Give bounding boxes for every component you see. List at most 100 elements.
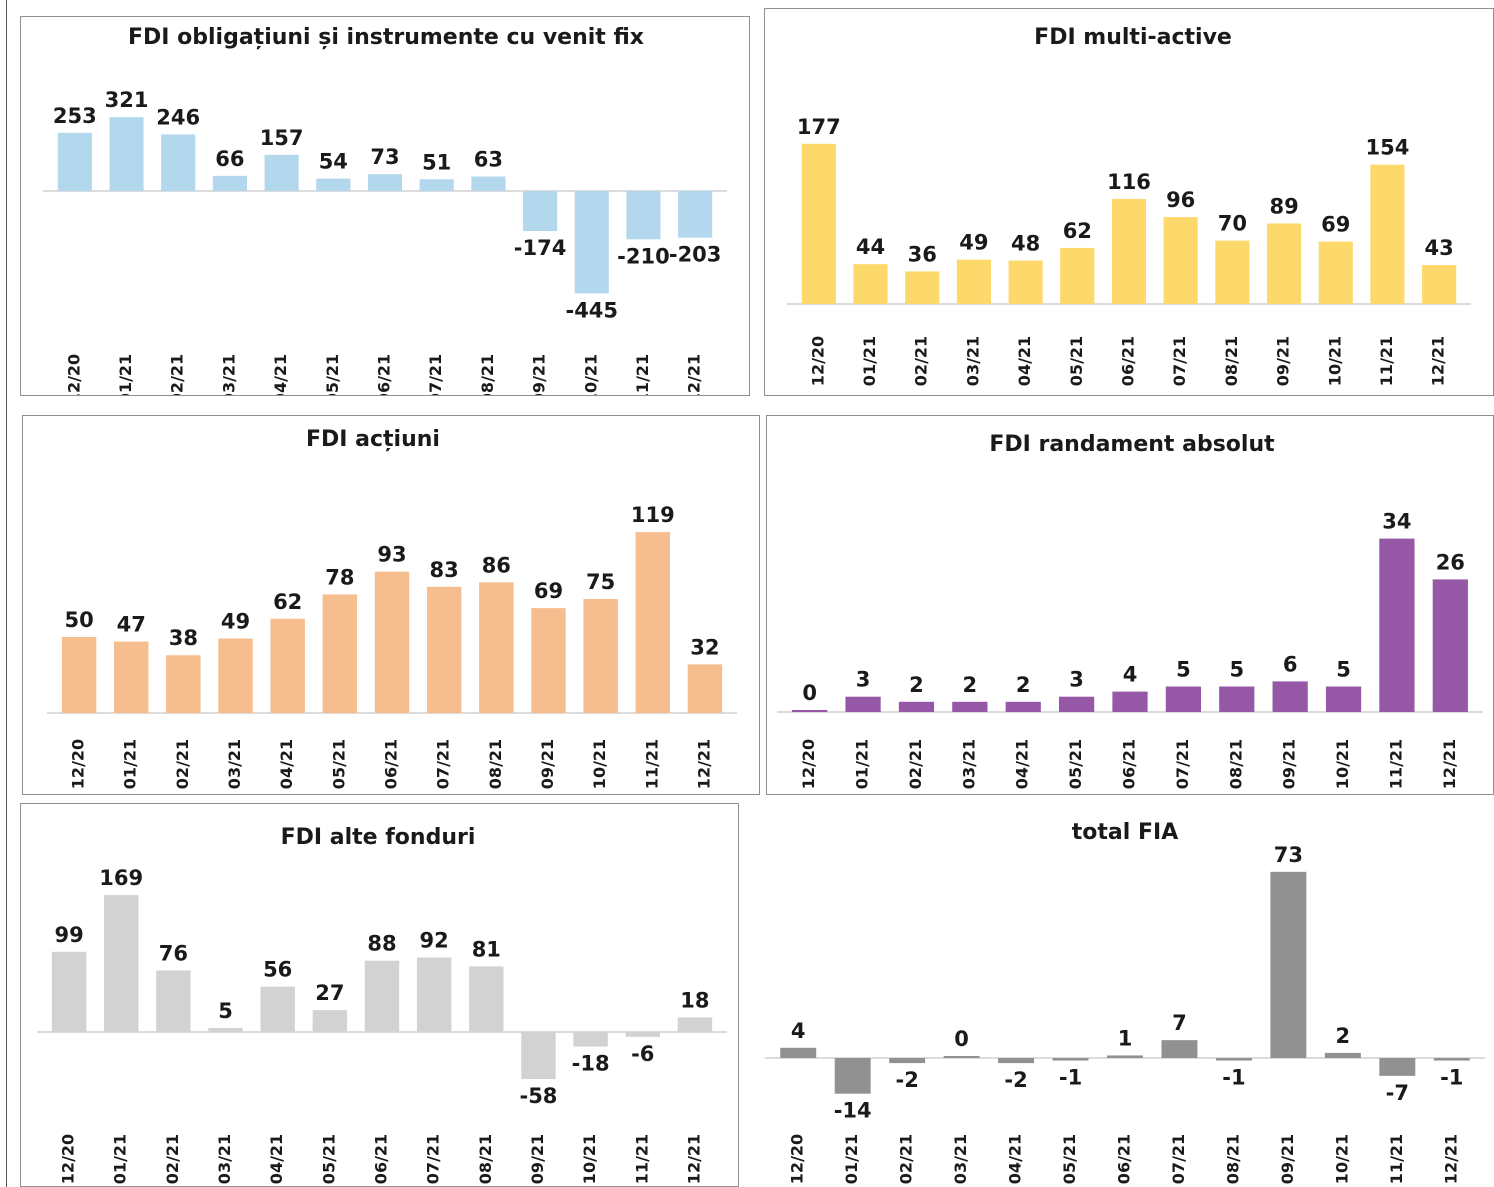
bar xyxy=(416,957,452,1032)
tick-label: 08/21 xyxy=(476,1134,495,1184)
data-label: 5 xyxy=(1336,658,1351,682)
tick-label: 10/21 xyxy=(1332,1134,1351,1184)
bar xyxy=(956,259,991,304)
bar xyxy=(367,174,403,191)
data-label: 7 xyxy=(1172,1011,1187,1035)
bar xyxy=(1161,1040,1198,1058)
tick-label: 11/21 xyxy=(1377,336,1396,386)
bar xyxy=(845,696,881,712)
tick-label: 06/21 xyxy=(1119,336,1138,386)
chart-svg: FDI randament absolut 0 12/20 3 01/21 2 02/21 2… xyxy=(777,432,1483,789)
bar xyxy=(1379,538,1415,712)
data-label: 32 xyxy=(690,635,719,659)
tick-label: 01/21 xyxy=(111,1134,130,1184)
tick-label: 10/21 xyxy=(580,1134,599,1184)
bar xyxy=(1267,223,1302,304)
tick-label: 12/20 xyxy=(59,1134,78,1184)
bar xyxy=(212,175,247,191)
tick-label: 12/20 xyxy=(64,354,83,395)
bar xyxy=(61,637,97,713)
tick-label: 06/21 xyxy=(375,354,394,395)
tick-label: 12/21 xyxy=(684,1134,703,1184)
tick-label: 05/21 xyxy=(319,1134,338,1184)
tick-label: 07/21 xyxy=(1170,336,1189,386)
data-label: 18 xyxy=(680,988,709,1012)
data-label: -7 xyxy=(1386,1081,1409,1105)
chart-svg: FDI alte fonduri 99 12/20 169 01/21 76 02/21 5 0… xyxy=(37,825,727,1184)
bar xyxy=(635,532,670,713)
data-label: -6 xyxy=(631,1042,654,1066)
data-label: 62 xyxy=(1063,219,1092,243)
bar xyxy=(51,951,87,1032)
data-label: 26 xyxy=(1436,550,1465,574)
tick-label: 03/21 xyxy=(215,1134,234,1184)
chart-panel-fdi-obligatiuni: FDI obligațiuni și instrumente cu venit … xyxy=(20,16,750,396)
tick-label: 11/21 xyxy=(632,1134,651,1184)
tick-label: 04/21 xyxy=(277,739,296,789)
data-label: 49 xyxy=(221,610,250,634)
data-label: -203 xyxy=(669,243,722,267)
tick-label: 06/21 xyxy=(372,1134,391,1184)
data-label: -1 xyxy=(1222,1066,1245,1090)
bar xyxy=(1272,681,1308,712)
tick-label: 09/21 xyxy=(1278,1134,1297,1184)
data-label: -210 xyxy=(617,244,670,268)
chart-svg: total FIA 4 12/20 -14 01/21 -2 02/21 0 03/21 -2 04… xyxy=(765,820,1485,1184)
chart-panel-fdi-multi-active: FDI multi-active 177 12/20 44 01/21 36 02/21 49… xyxy=(764,8,1494,396)
chart-panel-total-fia: total FIA 4 12/20 -14 01/21 -2 02/21 0 03/21 -2 04… xyxy=(748,803,1494,1187)
data-label: 36 xyxy=(908,242,937,266)
tick-label: 05/21 xyxy=(1066,739,1085,789)
data-label: 75 xyxy=(586,570,615,594)
tick-label: 07/21 xyxy=(424,1134,443,1184)
tick-label: 01/21 xyxy=(116,354,135,395)
data-label: 63 xyxy=(474,148,503,172)
bar xyxy=(426,586,462,713)
tick-label: 03/21 xyxy=(219,354,238,395)
bar xyxy=(364,960,400,1032)
tick-label: 04/21 xyxy=(267,1134,286,1184)
bar xyxy=(1058,696,1095,712)
data-label: 119 xyxy=(631,503,675,527)
tick-label: 02/21 xyxy=(906,739,925,789)
tick-label: 12/21 xyxy=(1440,739,1459,789)
bar xyxy=(1112,691,1148,712)
bar xyxy=(687,664,723,713)
bar xyxy=(1111,199,1147,304)
tick-label: 06/21 xyxy=(382,739,401,789)
data-label: 43 xyxy=(1425,236,1454,260)
data-label: 4 xyxy=(1123,663,1138,687)
data-label: 2 xyxy=(963,673,978,697)
data-label: 0 xyxy=(802,681,817,705)
tick-label: 08/21 xyxy=(478,354,497,395)
data-label: 5 xyxy=(1229,658,1244,682)
tick-label: 02/21 xyxy=(897,1134,916,1184)
data-label: 92 xyxy=(420,928,449,952)
data-label: 69 xyxy=(1321,213,1350,237)
bar xyxy=(1432,579,1468,712)
tick-label: 12/21 xyxy=(685,354,704,395)
tick-label: 03/21 xyxy=(963,336,982,386)
bar xyxy=(1270,871,1307,1058)
data-label: 27 xyxy=(315,981,344,1005)
data-label: 86 xyxy=(482,553,511,577)
data-label: 1 xyxy=(1118,1026,1133,1050)
bar xyxy=(573,1032,608,1047)
bar xyxy=(853,264,888,304)
bar xyxy=(801,143,836,304)
tick-label: 11/21 xyxy=(642,739,661,789)
tick-label: 12/21 xyxy=(1441,1134,1460,1184)
bar xyxy=(316,178,351,191)
data-label: 78 xyxy=(325,565,354,589)
bar xyxy=(374,571,410,713)
data-label: -2 xyxy=(1004,1068,1027,1092)
chart-title: FDI alte fonduri xyxy=(281,825,476,850)
chart-title: total FIA xyxy=(1072,820,1178,845)
data-label: -18 xyxy=(572,1052,610,1076)
tick-label: 10/21 xyxy=(1325,336,1344,386)
data-label: 4 xyxy=(791,1019,806,1043)
chart-svg: FDI multi-active 177 12/20 44 01/21 36 02/21 49… xyxy=(787,25,1471,386)
bar xyxy=(104,895,139,1032)
data-label: 253 xyxy=(53,104,97,128)
bar xyxy=(114,641,149,713)
tick-label: 11/21 xyxy=(633,354,652,395)
